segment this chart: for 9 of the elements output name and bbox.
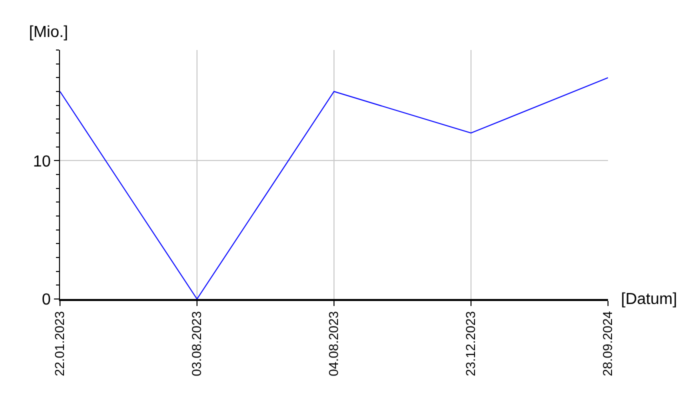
y-axis-title: [Mio.] [29,24,68,41]
x-tick-label: 23.12.2023 [463,311,478,376]
y-tick-label: 0 [42,292,51,309]
x-tick-label: 22.01.2023 [52,311,68,376]
y-tick-label: 10 [33,153,51,170]
x-axis-title: [Datum] [621,291,678,308]
x-tick-label: 03.08.2023 [189,311,204,376]
x-tick-label: 28.09.2024 [600,311,616,376]
x-tick-label: 04.08.2023 [326,311,342,376]
